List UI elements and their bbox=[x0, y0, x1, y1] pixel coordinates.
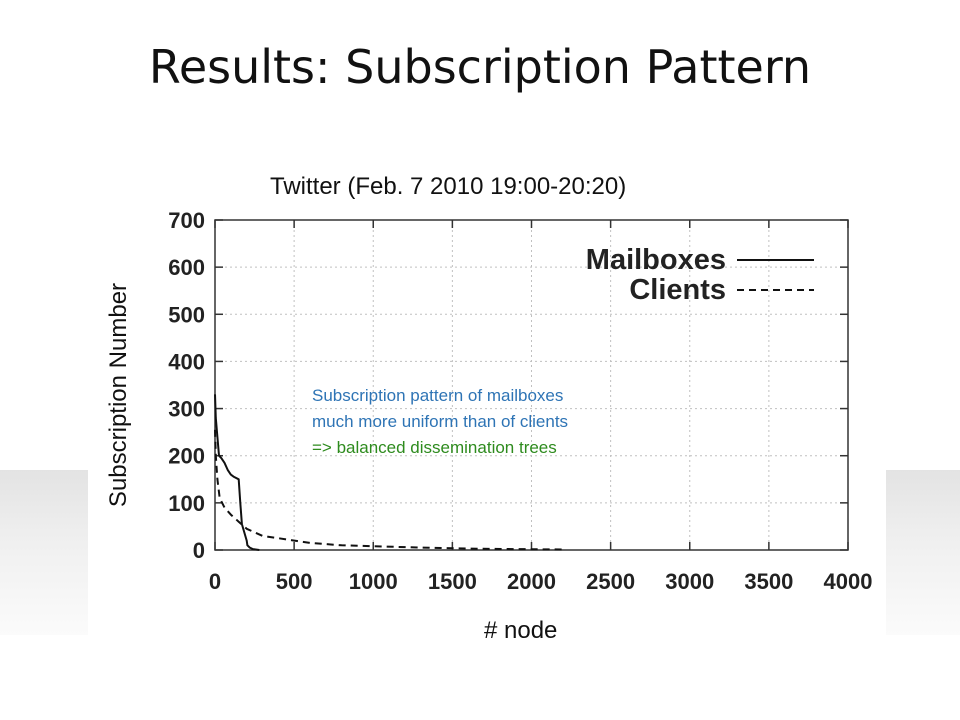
y-tick-label: 700 bbox=[168, 208, 205, 233]
y-tick-label: 500 bbox=[168, 302, 205, 327]
series-line-mailboxes bbox=[214, 394, 260, 551]
y-tick-label: 0 bbox=[193, 538, 205, 563]
x-axis-label: # node bbox=[484, 617, 558, 644]
x-tick-label: 2000 bbox=[507, 569, 556, 594]
y-axis-label: Subscription Number bbox=[105, 282, 132, 508]
x-tick-label: 0 bbox=[209, 569, 221, 594]
y-tick-label: 300 bbox=[168, 397, 205, 422]
annotation-box: Subscription pattern of mailboxes much m… bbox=[312, 383, 712, 461]
x-tick-label: 2500 bbox=[586, 569, 635, 594]
annotation-line-1: Subscription pattern of mailboxes bbox=[312, 386, 564, 405]
chart-panel: 0 100 200 300 400 500 600 700 0 500 1000 1500 2000 25… bbox=[88, 168, 886, 646]
x-tick-label: 4000 bbox=[824, 569, 873, 594]
y-tick-label: 600 bbox=[168, 255, 205, 280]
annotation-line-2: much more uniform than of clients bbox=[312, 412, 569, 431]
x-tick-label: 1000 bbox=[349, 569, 398, 594]
x-tick-label: 1500 bbox=[428, 569, 477, 594]
y-tick-label: 100 bbox=[168, 491, 205, 516]
legend-label-clients: Clients bbox=[629, 274, 726, 306]
x-tick-label: 3500 bbox=[744, 569, 793, 594]
y-tick-label: 200 bbox=[168, 444, 205, 469]
line-chart: 0 100 200 300 400 500 600 700 0 500 1000 1500 2000 25… bbox=[168, 208, 873, 594]
chart-title: Twitter (Feb. 7 2010 19:00-20:20) bbox=[270, 173, 627, 200]
x-tick-label: 500 bbox=[276, 569, 313, 594]
annotation-line-3: => balanced dissemination trees bbox=[312, 438, 557, 457]
series-line-clients bbox=[214, 429, 564, 551]
slide-title: Results: Subscription Pattern bbox=[148, 40, 812, 94]
legend-label-mailboxes: Mailboxes bbox=[586, 244, 726, 276]
x-tick-label: 3000 bbox=[665, 569, 714, 594]
y-tick-label: 400 bbox=[168, 349, 205, 374]
